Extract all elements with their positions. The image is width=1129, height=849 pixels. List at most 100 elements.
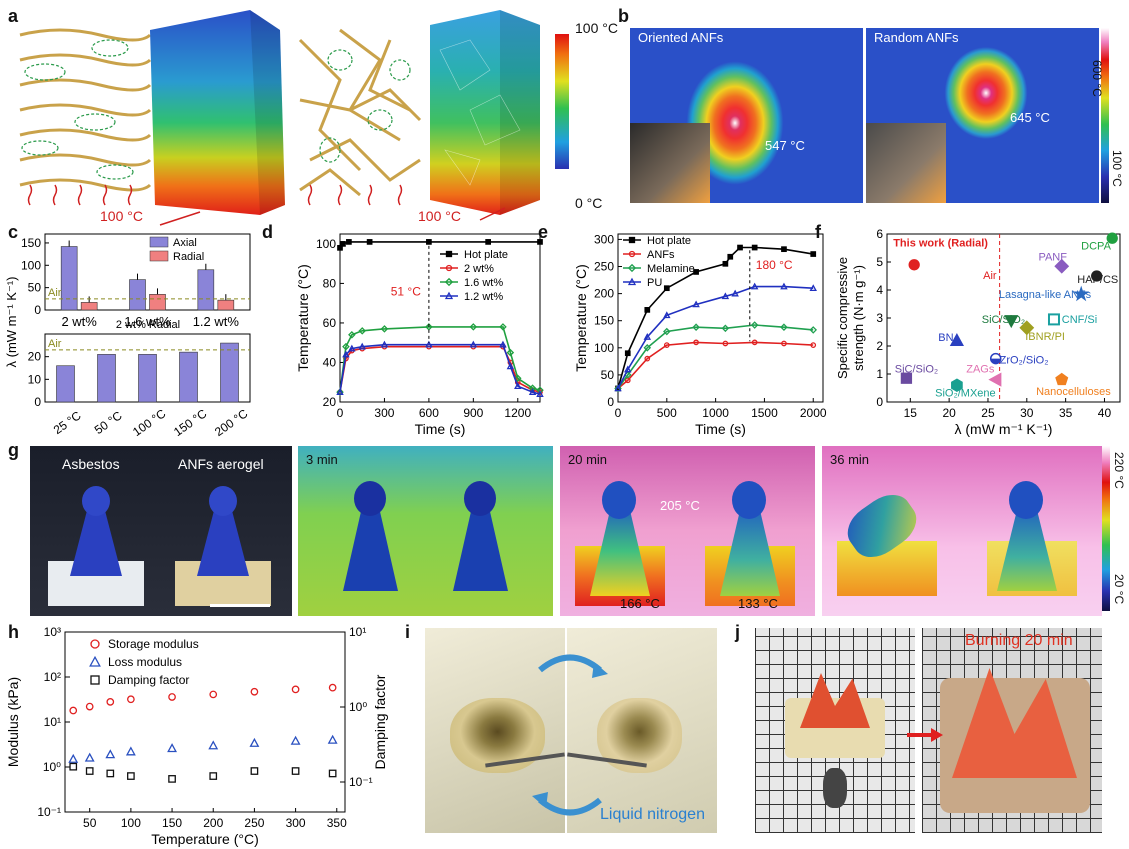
d-ylabel: Temperature (°C) [295, 264, 311, 372]
h-point-1-1 [84, 752, 95, 762]
d-legend-label-1: 2 wt% [464, 263, 494, 275]
h-xtick-label-2: 150 [162, 816, 182, 830]
h-point-2-4 [168, 775, 176, 783]
c-bot-category-2: 100 °C [130, 406, 168, 439]
thermal-20min [560, 446, 815, 616]
d-point-0-1 [340, 241, 346, 247]
e-xlabel: Time (s) [695, 421, 746, 437]
f-ytick-label-4: 4 [876, 283, 883, 297]
h-legend-marker-0 [90, 639, 100, 649]
d-point-2-4 [380, 325, 389, 333]
h-ytick-right-label-1: 10⁰ [349, 700, 367, 714]
e-point-1-4 [693, 339, 699, 346]
c-bot-category-3: 150 °C [171, 406, 209, 439]
panel-a-heat-label-left: 100 °C [100, 208, 143, 224]
panel-label-c: c [8, 222, 19, 242]
f-point-0 [908, 259, 920, 271]
h-point-1-6 [249, 737, 260, 747]
e-point-3-7 [750, 282, 759, 290]
d-point-2-9 [513, 374, 522, 383]
c-bot-bar-1 [97, 354, 116, 403]
d-legend-label-3: 1.2 wt% [464, 291, 503, 303]
e-legend-marker-1 [628, 250, 636, 258]
c-top-air-label: Air [48, 287, 62, 299]
panel-label-e: e [538, 222, 549, 242]
f-ytick-label-5: 5 [876, 255, 883, 269]
f-ylabel-line1: Specific compressive [835, 257, 850, 379]
thermal-3min [298, 446, 553, 616]
e-ytick-label-3: 150 [594, 314, 614, 328]
h-xtick-label-6: 350 [327, 816, 347, 830]
f-point-2 [1054, 258, 1070, 274]
c-top-category-2: 1.2 wt% [193, 314, 240, 329]
f-point-9-fill [990, 358, 1001, 364]
e-xtick-label-3: 1500 [751, 406, 778, 420]
panel-label-i: i [405, 622, 411, 642]
c-bot-bar-0 [56, 365, 75, 403]
d-point-3-1 [342, 350, 350, 358]
d-point-2-7 [499, 323, 507, 331]
h-legend-marker-2 [90, 675, 100, 685]
h-point-1-8 [327, 734, 338, 744]
e-xtick-label-1: 500 [657, 406, 677, 420]
chart-e: 0 500 1000 1500 2000 0 50 100 150 200 250 300 Time (… [573, 232, 827, 437]
c-bot-bar-2 [138, 354, 157, 403]
panel-j-caption: Burning 20 min [965, 632, 1073, 649]
c-legend-swatch-1 [149, 250, 169, 262]
c-top-bar-radial-0 [80, 302, 98, 311]
e-point-0-8 [751, 244, 758, 251]
h-point-0-2 [106, 698, 115, 706]
c-top-frame [44, 233, 251, 311]
d-point-3-9 [514, 382, 522, 390]
panel-g-colorbar-bottom: 20 °C [1112, 574, 1126, 605]
d-point-3-2 [348, 344, 356, 352]
h-xtick-label-0: 50 [83, 816, 97, 830]
f-ylabel-line2: strength (N·m g⁻¹) [851, 265, 866, 371]
e-point-2-4 [692, 323, 700, 331]
c-top-category-0: 2 wt% [61, 314, 97, 329]
panel-g-bg-temp: 205 °C [660, 498, 700, 513]
h-point-0-4 [168, 693, 176, 701]
h-ytick-left-label-2: 10¹ [44, 715, 61, 729]
e-legend-marker-2 [627, 263, 637, 273]
f-point-label-1: DCPA [1081, 240, 1111, 252]
f-point-3 [1091, 270, 1103, 282]
e-point-0-9 [781, 246, 787, 253]
chart-d: 0 300 600 900 1200 20 40 60 80 100 Time (s) Tempera… [295, 233, 544, 437]
d-point-0-2 [346, 239, 352, 245]
e-ytick-label-5: 250 [594, 260, 614, 274]
f-point-label-0: This work (Radial) [893, 238, 988, 250]
d-point-2-11 [536, 386, 544, 394]
h-point-2-7 [291, 767, 300, 775]
panel-label-h: h [8, 622, 19, 642]
d-point-3-3 [358, 342, 366, 350]
h-xtick-label-4: 250 [244, 816, 264, 830]
e-frame [617, 233, 824, 403]
d-series-2 [339, 326, 541, 393]
h-point-2-5 [209, 772, 218, 780]
rotation-arrows [532, 654, 608, 816]
e-point-1-7 [781, 340, 787, 347]
f-point-6 [1047, 313, 1060, 326]
e-ytick-label-2: 100 [594, 341, 614, 355]
h-point-1-5 [208, 740, 219, 750]
d-xtick-label-4: 1200 [504, 406, 531, 420]
e-legend-label-2: Melamine [647, 263, 695, 275]
d-point-2-6 [469, 323, 478, 331]
h-xtick-label-1: 100 [121, 816, 141, 830]
panel-label-g: g [8, 440, 19, 460]
e-point-3-1 [624, 365, 632, 373]
e-legend-label-3: PU [647, 277, 662, 289]
c-bot-category-1: 50 °C [92, 408, 125, 437]
e-point-2-7 [780, 323, 788, 331]
h-legend-marker-1 [89, 655, 101, 667]
e-point-3-0 [614, 384, 622, 392]
e-series-2 [617, 324, 814, 389]
panel-a-illustration [19, 10, 540, 226]
e-xtick-label-0: 0 [615, 406, 622, 420]
h-point-0-6 [250, 687, 259, 696]
d-point-3-8 [506, 362, 515, 370]
f-xtick-label-1: 20 [942, 406, 956, 420]
h-xtick-label-3: 200 [203, 816, 223, 830]
d-point-0-4 [426, 239, 432, 245]
